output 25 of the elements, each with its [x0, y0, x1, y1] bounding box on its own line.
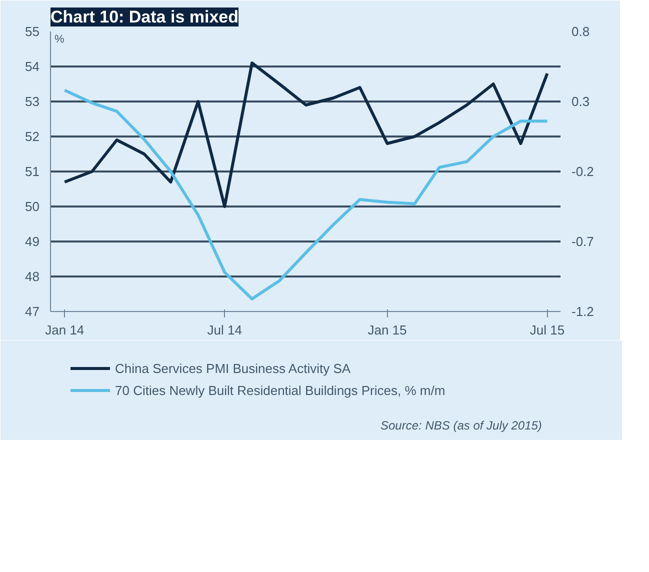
y-tick-label: 53	[25, 94, 40, 109]
x-tick-label: Jul 14	[207, 322, 242, 338]
y-tick-label: 50	[25, 199, 40, 214]
legend-label: 70 Cities Newly Built Residential Buildings Prices, % m/m	[115, 382, 446, 398]
chart-title: Chart 10: Data is mixed	[50, 8, 239, 26]
line-series	[63, 62, 549, 208]
line-series	[63, 88, 549, 300]
y-tick-label: 55	[25, 24, 40, 39]
y-tick-label: 51	[25, 164, 40, 179]
y2-tick-label: -1.2	[572, 304, 594, 319]
y2-tick-label: 0.3	[572, 94, 590, 109]
y-axis-title: %	[54, 34, 64, 46]
y2-tick-label: 0.8	[572, 24, 590, 39]
y-tick-label: 54	[25, 59, 40, 74]
y2-tick-label: -0.7	[572, 234, 594, 249]
x-tick-label: Jul 15	[530, 322, 565, 338]
legend-label: China Services PMI Business Activity SA	[115, 360, 351, 376]
x-tick-label: Jan 14	[45, 322, 84, 338]
y-tick-label: 52	[25, 129, 40, 144]
y-tick-label: 48	[25, 269, 40, 284]
y-tick-label: 49	[25, 234, 40, 249]
source-note: Source: NBS (as of July 2015)	[380, 418, 542, 432]
y-tick-label: 47	[25, 304, 40, 319]
y2-tick-label: -0.2	[572, 164, 594, 179]
x-tick-label: Jan 15	[368, 322, 407, 338]
